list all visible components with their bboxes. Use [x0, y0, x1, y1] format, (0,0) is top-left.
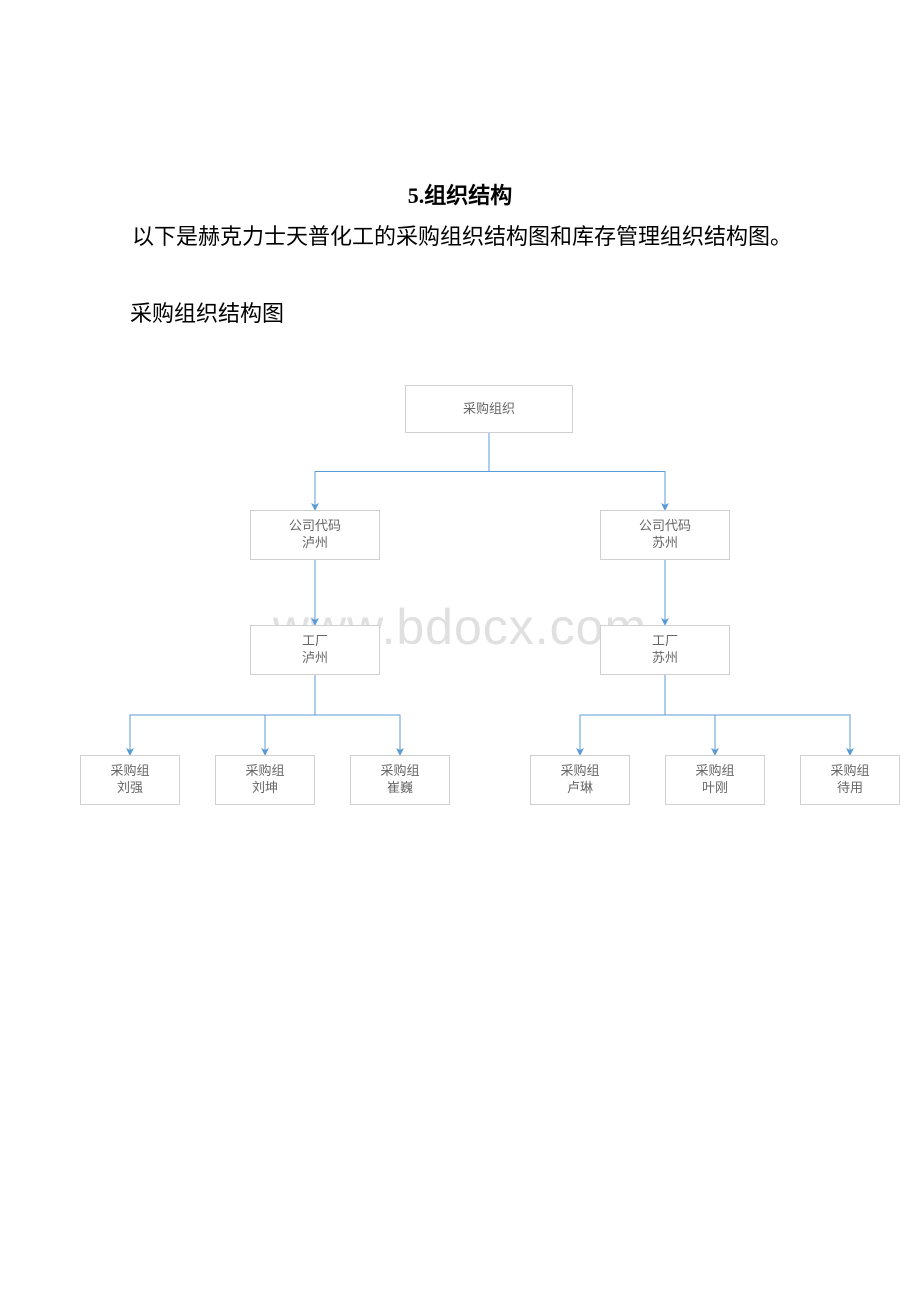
- node-label-line1: 采购组: [110, 763, 149, 780]
- chart-node-root: 采购组织: [405, 385, 573, 433]
- edge-f2-g4: [580, 675, 665, 752]
- node-label-line1: 采购组: [245, 763, 284, 780]
- node-label-line1: 采购组: [380, 763, 419, 780]
- node-label-line1: 工厂: [652, 633, 678, 650]
- node-label-line1: 采购组: [830, 763, 869, 780]
- intro-paragraph: 以下是赫克力士天普化工的采购组织结构图和库存管理组织结构图。: [88, 218, 848, 255]
- chart-node-f1: 工厂泸州: [250, 625, 380, 675]
- page-title: 5.组织结构: [0, 178, 920, 210]
- chart-node-g5: 采购组叶刚: [665, 755, 765, 805]
- node-label-line2: 泸州: [302, 650, 328, 667]
- chart-node-f2: 工厂苏州: [600, 625, 730, 675]
- node-label-line2: 苏州: [652, 535, 678, 552]
- node-label-line1: 采购组: [695, 763, 734, 780]
- edge-group: [130, 433, 850, 752]
- node-label-line1: 采购组: [560, 763, 599, 780]
- node-label-line1: 采购组织: [463, 401, 515, 418]
- chart-node-g3: 采购组崔巍: [350, 755, 450, 805]
- node-label-line2: 叶刚: [702, 780, 728, 797]
- chart-node-g2: 采购组刘坤: [215, 755, 315, 805]
- node-label-line2: 待用: [837, 780, 863, 797]
- node-label-line1: 工厂: [302, 633, 328, 650]
- node-label-line2: 刘坤: [252, 780, 278, 797]
- edge-f2-g6: [665, 675, 850, 752]
- node-label-line1: 公司代码: [639, 518, 691, 535]
- chart-node-cc1: 公司代码泸州: [250, 510, 380, 560]
- edge-f1-g3: [315, 675, 400, 752]
- node-label-line1: 公司代码: [289, 518, 341, 535]
- edge-root-cc1: [315, 433, 489, 507]
- org-chart: 采购组织公司代码泸州公司代码苏州工厂泸州工厂苏州采购组刘强采购组刘坤采购组崔巍采…: [80, 370, 900, 830]
- edge-f1-g1: [130, 675, 315, 752]
- chart-subtitle: 采购组织结构图: [130, 296, 284, 328]
- edge-f1-g2: [265, 675, 315, 752]
- node-label-line2: 卢琳: [567, 780, 593, 797]
- chart-connectors: [80, 370, 900, 830]
- chart-node-cc2: 公司代码苏州: [600, 510, 730, 560]
- chart-node-g4: 采购组卢琳: [530, 755, 630, 805]
- edge-f2-g5: [665, 675, 715, 752]
- edge-root-cc2: [489, 433, 665, 507]
- chart-node-g6: 采购组待用: [800, 755, 900, 805]
- node-label-line2: 刘强: [117, 780, 143, 797]
- chart-node-g1: 采购组刘强: [80, 755, 180, 805]
- node-label-line2: 崔巍: [387, 780, 413, 797]
- node-label-line2: 泸州: [302, 535, 328, 552]
- node-label-line2: 苏州: [652, 650, 678, 667]
